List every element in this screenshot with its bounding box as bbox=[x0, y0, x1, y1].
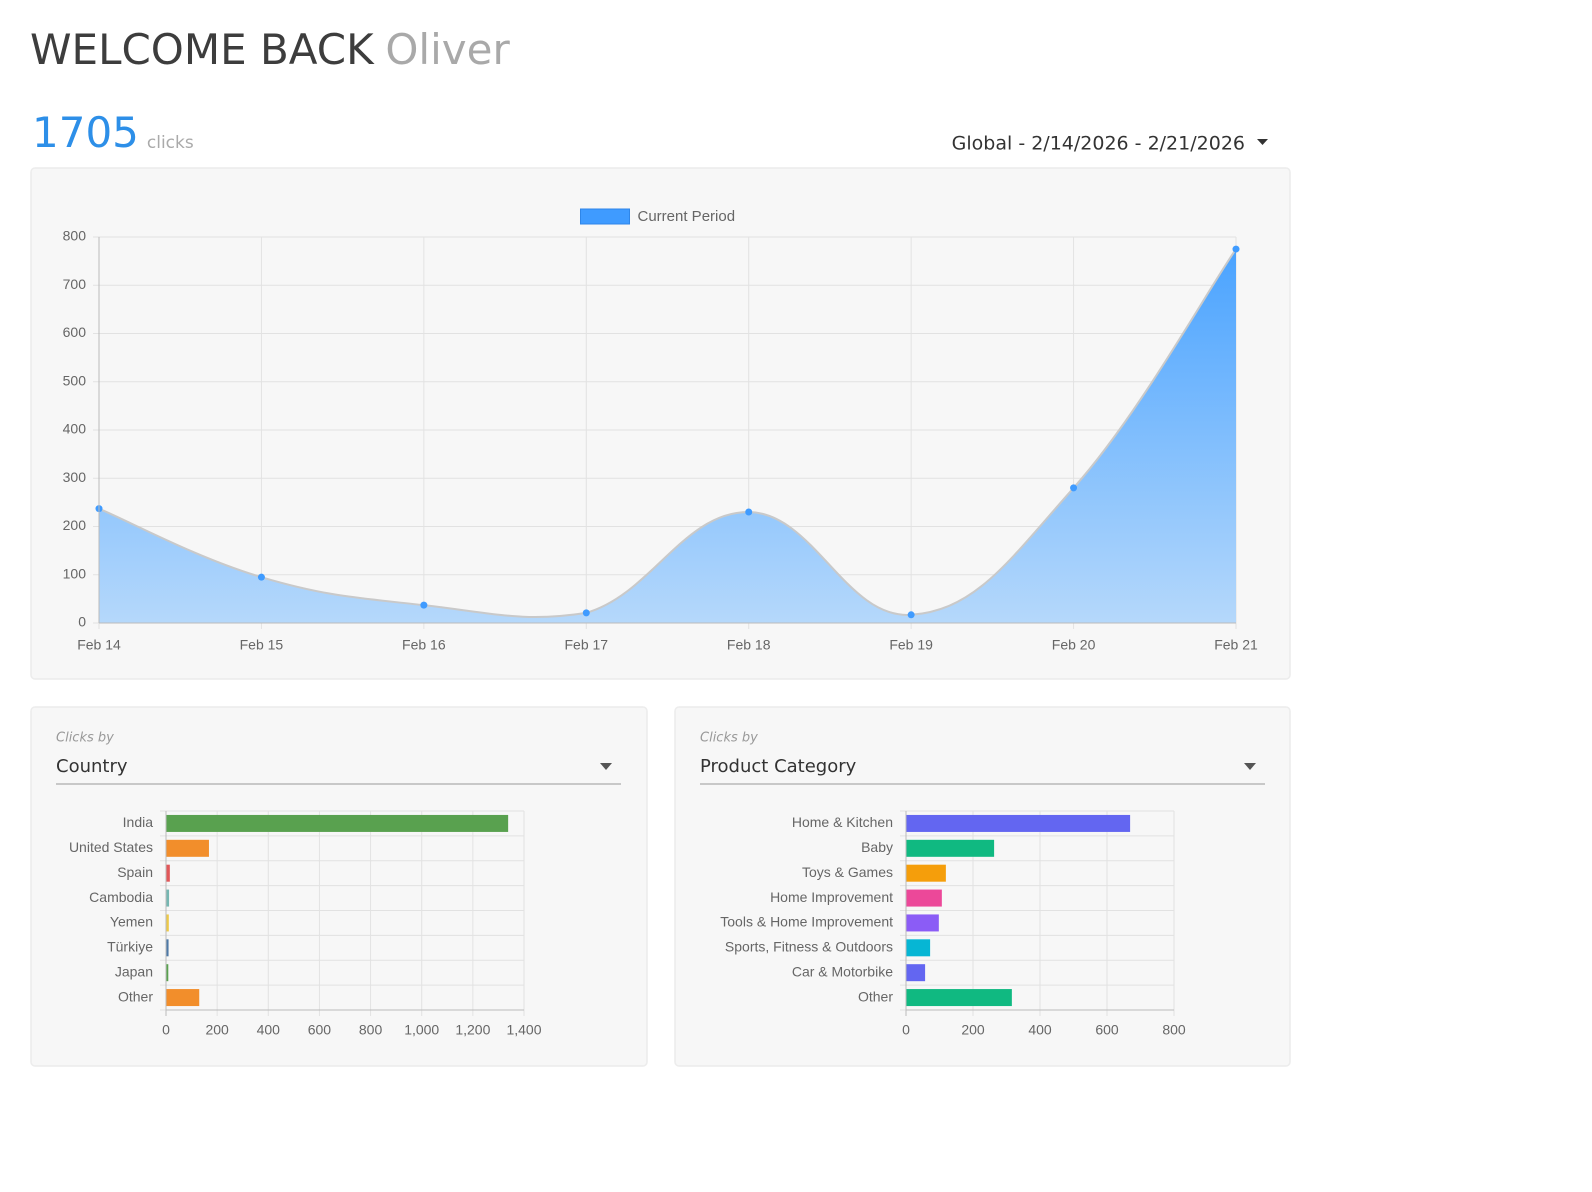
select-caret[interactable] bbox=[600, 763, 612, 770]
y-tick-label: Türkiye bbox=[107, 939, 153, 955]
x-tick-label: Feb 15 bbox=[240, 637, 284, 653]
group-select[interactable]: Country bbox=[56, 756, 128, 777]
point bbox=[745, 508, 753, 516]
bar bbox=[166, 814, 509, 832]
y-tick-label: 700 bbox=[63, 276, 87, 292]
legend-swatch bbox=[580, 208, 630, 225]
bar bbox=[166, 989, 200, 1007]
y-tick-label: Japan bbox=[115, 963, 153, 979]
y-tick-label: Tools & Home Improvement bbox=[720, 914, 893, 930]
x-tick-label: Feb 21 bbox=[1214, 637, 1258, 653]
y-tick-label: Sports, Fitness & Outdoors bbox=[725, 939, 893, 955]
y-tick-label: 0 bbox=[78, 614, 86, 630]
bar bbox=[906, 989, 1012, 1007]
x-tick-label: 200 bbox=[961, 1022, 985, 1038]
x-tick-label: 400 bbox=[1028, 1022, 1052, 1038]
category-panel bbox=[674, 706, 1291, 1067]
select-caret[interactable] bbox=[1244, 763, 1256, 770]
x-tick-label: 1,000 bbox=[404, 1022, 439, 1038]
x-tick-label: 600 bbox=[1095, 1022, 1119, 1038]
group-label: Clicks by bbox=[56, 731, 114, 746]
y-tick-label: 800 bbox=[63, 228, 87, 244]
x-tick-label: 600 bbox=[308, 1022, 332, 1038]
x-tick-label: Feb 17 bbox=[564, 637, 608, 653]
point bbox=[257, 573, 265, 581]
x-tick-label: 800 bbox=[359, 1022, 383, 1038]
y-tick-label: 100 bbox=[63, 565, 87, 581]
x-tick-label: Feb 16 bbox=[402, 637, 446, 653]
y-tick-label: Other bbox=[118, 988, 153, 1004]
y-tick-label: 500 bbox=[63, 372, 87, 388]
line-panel bbox=[30, 167, 1291, 680]
welcome-heading: WELCOME BACK Oliver bbox=[30, 25, 510, 74]
x-tick-label: 200 bbox=[205, 1022, 229, 1038]
country-panel bbox=[30, 706, 648, 1067]
y-tick-label: Baby bbox=[861, 839, 893, 855]
y-tick-label: Yemen bbox=[110, 914, 153, 930]
bar bbox=[906, 814, 1131, 832]
y-tick-label: Other bbox=[858, 988, 893, 1004]
legend-label: Current Period bbox=[638, 208, 736, 225]
y-tick-label: Spain bbox=[117, 864, 153, 880]
bar bbox=[166, 889, 170, 907]
bar bbox=[166, 914, 169, 932]
date-filter[interactable]: Global - 2/14/2026 - 2/21/2026 bbox=[952, 133, 1245, 155]
x-tick-label: Feb 18 bbox=[727, 637, 771, 653]
x-tick-label: Feb 14 bbox=[77, 637, 121, 653]
point bbox=[1070, 484, 1078, 492]
y-tick-label: 400 bbox=[63, 421, 87, 437]
x-tick-label: 800 bbox=[1162, 1022, 1186, 1038]
point bbox=[582, 609, 590, 617]
y-tick-label: 200 bbox=[63, 517, 87, 533]
x-tick-label: 0 bbox=[162, 1022, 170, 1038]
bar bbox=[906, 964, 926, 982]
group-select[interactable]: Product Category bbox=[700, 756, 857, 777]
bar bbox=[906, 889, 942, 907]
x-tick-label: 1,200 bbox=[455, 1022, 490, 1038]
point bbox=[420, 601, 428, 609]
y-tick-label: 600 bbox=[63, 324, 87, 340]
x-tick-label: Feb 20 bbox=[1052, 637, 1096, 653]
area bbox=[99, 249, 1236, 623]
x-tick-label: 400 bbox=[257, 1022, 281, 1038]
bar bbox=[906, 939, 931, 957]
bar bbox=[906, 839, 995, 857]
bar bbox=[166, 939, 169, 957]
y-tick-label: India bbox=[123, 814, 154, 830]
x-tick-label: 1,400 bbox=[506, 1022, 541, 1038]
x-tick-label: 0 bbox=[902, 1022, 910, 1038]
y-tick-label: Toys & Games bbox=[802, 864, 893, 880]
bar bbox=[166, 964, 169, 982]
point bbox=[1232, 245, 1240, 253]
date-filter-caret[interactable] bbox=[1257, 139, 1268, 145]
y-tick-label: 300 bbox=[63, 469, 87, 485]
y-tick-label: United States bbox=[69, 839, 153, 855]
bar bbox=[906, 914, 939, 932]
y-tick-label: Home & Kitchen bbox=[792, 814, 893, 830]
bar bbox=[166, 839, 209, 857]
welcome-title: WELCOME BACK bbox=[30, 25, 375, 74]
y-tick-label: Home Improvement bbox=[770, 889, 893, 905]
bar bbox=[166, 864, 170, 882]
point bbox=[907, 611, 915, 619]
total-value: 1705 bbox=[32, 108, 139, 157]
total-clicks: 1705 clicks bbox=[32, 108, 194, 157]
total-unit: clicks bbox=[147, 133, 194, 153]
y-tick-label: Car & Motorbike bbox=[792, 963, 893, 979]
group-label: Clicks by bbox=[700, 731, 758, 746]
x-tick-label: Feb 19 bbox=[889, 637, 933, 653]
y-tick-label: Cambodia bbox=[89, 889, 153, 905]
bar bbox=[906, 864, 946, 882]
user-name: Oliver bbox=[385, 25, 510, 74]
